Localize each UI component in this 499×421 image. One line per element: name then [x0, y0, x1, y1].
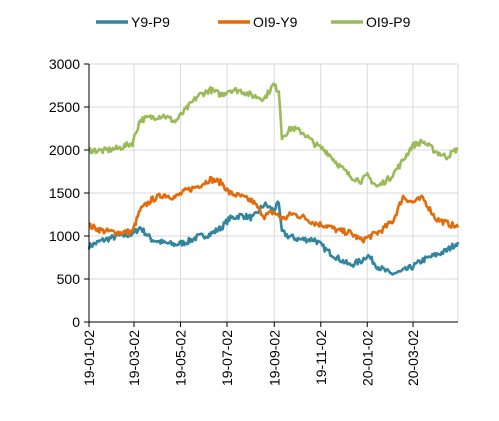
y-tick-label: 1500: [49, 185, 80, 201]
y-tick-label: 2000: [49, 142, 80, 158]
y-tick-label: 0: [72, 314, 80, 330]
axes: [84, 63, 458, 327]
x-tick-label: 19-01-02: [81, 330, 97, 386]
x-axis-tick-labels: 19-01-02 19-03-02 19-05-02 19-07-02 19-09-02…: [81, 330, 421, 386]
x-tick-label: 20-03-02: [405, 330, 421, 386]
legend-item-oi9-y9: OI9-Y9: [218, 14, 298, 30]
y-axis-tick-labels: 0 500 1000 1500 2000 2500 3000: [49, 56, 80, 330]
y-tick-label: 3000: [49, 56, 80, 72]
legend-label: Y9-P9: [131, 14, 170, 30]
series-line-oi9-p9: [88, 82, 459, 188]
series-layer: [87, 82, 460, 276]
x-tick-label: 19-03-02: [126, 330, 142, 386]
y-tick-label: 1000: [49, 228, 80, 244]
legend-label: OI9-Y9: [253, 14, 298, 30]
y-tick-label: 2500: [49, 99, 80, 115]
x-tick-label: 19-05-02: [172, 330, 188, 386]
legend-item-oi9-p9: OI9-P9: [331, 14, 411, 30]
x-tick-label: 20-01-02: [359, 330, 375, 386]
x-tick-label: 19-11-02: [313, 330, 329, 385]
x-tick-label: 19-07-02: [219, 330, 235, 386]
legend-label: OI9-P9: [366, 14, 411, 30]
series-line-y9-p9: [87, 200, 460, 276]
x-tick-label: 19-09-02: [266, 330, 282, 386]
legend-item-y9-p9: Y9-P9: [96, 14, 170, 30]
series-line-oi9-y9: [88, 175, 460, 244]
grid: [88, 63, 459, 323]
y-tick-label: 500: [57, 271, 81, 287]
legend: Y9-P9 OI9-Y9 OI9-P9: [96, 14, 411, 30]
